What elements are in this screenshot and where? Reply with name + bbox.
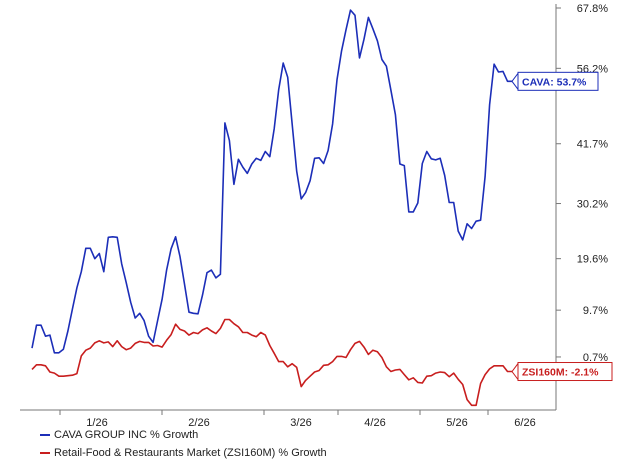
cava-series-line: [31, 9, 512, 354]
series-end-labels: CAVA: 53.7% ZSI160M: -2.1%: [511, 71, 613, 382]
x-tick-label: 6/26: [514, 417, 535, 429]
y-tick-label: 9.7%: [583, 305, 608, 317]
x-tick-label: 4/26: [364, 417, 385, 429]
label-box: [517, 362, 613, 382]
y-tick-label: 67.8%: [577, 3, 608, 15]
legend-label-zsi160m: Retail-Food & Restaurants Market (ZSI160…: [54, 447, 327, 459]
y-tick-label: 41.7%: [577, 139, 608, 151]
legend-swatch-cava: [40, 434, 50, 437]
legend-item-zsi160m: Retail-Food & Restaurants Market (ZSI160…: [40, 447, 327, 459]
y-tick-label: 0.7%: [583, 352, 608, 364]
legend-label-cava: CAVA GROUP INC % Growth: [54, 429, 199, 441]
label-text: ZSI160M: -2.1%: [522, 367, 599, 379]
y-tick-label: 19.6%: [577, 254, 608, 266]
x-tick-label: 1/26: [86, 417, 107, 429]
cava-end-label: CAVA: 53.7%: [511, 71, 599, 91]
y-axis-ticks: 67.8%56.2%41.7%30.2%19.6%9.7%0.7%: [556, 3, 608, 364]
x-axis-ticks: 1/26 2/26 3/26 4/26 5/26 6/26: [59, 410, 536, 429]
x-tick-label: 5/26: [446, 417, 467, 429]
x-tick-label: 2/26: [188, 417, 209, 429]
label-pointer: [511, 362, 519, 382]
label-box: [517, 71, 599, 91]
zsi160m-series-line: [31, 318, 512, 407]
label-text: CAVA: 53.7%: [522, 76, 587, 88]
legend-item-cava: CAVA GROUP INC % Growth: [40, 429, 198, 441]
chart-axes: [20, 4, 557, 411]
label-pointer: [511, 71, 519, 91]
legend-swatch-zsi160m: [40, 452, 50, 455]
series-lines: [31, 9, 512, 407]
zsi160m-end-label: ZSI160M: -2.1%: [511, 362, 613, 382]
x-tick-label: 3/26: [290, 417, 311, 429]
y-tick-label: 30.2%: [577, 199, 608, 211]
